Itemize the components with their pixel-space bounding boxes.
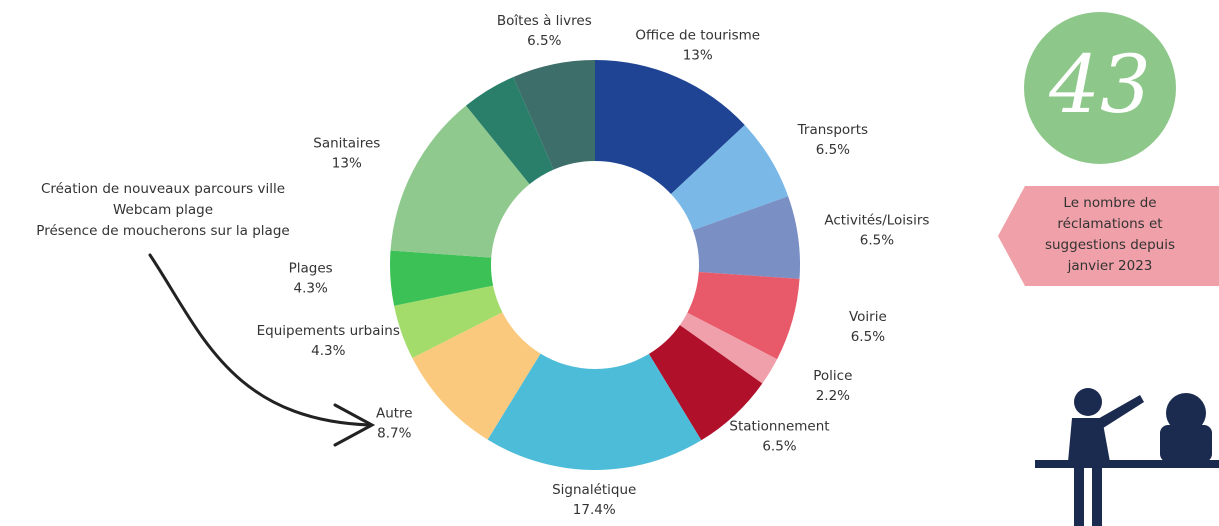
slice-label: Autre [376, 406, 413, 422]
slice-value-label: 13% [332, 155, 362, 171]
donut-slice [412, 312, 541, 440]
kpi-value: 43 [1048, 38, 1151, 131]
arrow [148, 253, 376, 447]
slice-label: Equipements urbains [257, 323, 400, 339]
kpi-caption: suggestions depuis [1045, 237, 1175, 253]
donut-slice [687, 272, 800, 360]
donut-slice [465, 76, 554, 185]
slice-value-label: 6.5% [762, 438, 796, 454]
donut-slice [390, 250, 494, 306]
donut-slice [390, 105, 530, 258]
slice-label: Voirie [849, 309, 887, 325]
kpi-caption: janvier 2023 [1067, 258, 1153, 274]
slice-label: Plages [289, 260, 333, 276]
donut-slice [487, 353, 702, 470]
slice-value-label: 6.5% [860, 233, 894, 249]
kpi-caption: Le nombre de [1063, 195, 1156, 211]
kpi-circle [1024, 12, 1176, 164]
kpi-caption-box [998, 186, 1219, 286]
slice-label: Police [813, 368, 852, 384]
slice-value-label: 6.5% [851, 329, 885, 345]
slice-label: Activités/Loisirs [824, 213, 929, 229]
slice-value-label: 4.3% [294, 280, 328, 296]
donut-slice [679, 312, 778, 384]
donut-slice [595, 60, 745, 194]
illustration [1035, 388, 1219, 526]
slice-value-label: 6.5% [527, 33, 561, 49]
slice-label: Stationnement [729, 418, 829, 434]
slice-value-label: 8.7% [377, 426, 411, 442]
slice-label: Sanitaires [313, 135, 380, 151]
slice-label: Office de tourisme [635, 28, 760, 44]
slice-value-label: 2.2% [816, 388, 850, 404]
kpi-caption: réclamations et [1057, 216, 1162, 232]
donut-slice [692, 196, 800, 279]
annotation: Webcam plage [113, 202, 213, 218]
slice-label: Signalétique [552, 482, 636, 498]
donut-slice [670, 125, 789, 231]
slice-label: Transports [797, 122, 868, 138]
slice-label: Boîtes à livres [497, 13, 592, 29]
slice-value-label: 17.4% [573, 502, 616, 518]
donut-slice [513, 60, 595, 170]
slice-value-label: 13% [683, 48, 713, 64]
donut-slice [648, 325, 763, 441]
slice-value-label: 4.3% [311, 343, 345, 359]
annotation: Présence de moucherons sur la plage [36, 223, 289, 239]
annotation: Création de nouveaux parcours ville [41, 181, 285, 197]
donut-slice [394, 285, 503, 359]
slice-value-label: 6.5% [816, 142, 850, 158]
